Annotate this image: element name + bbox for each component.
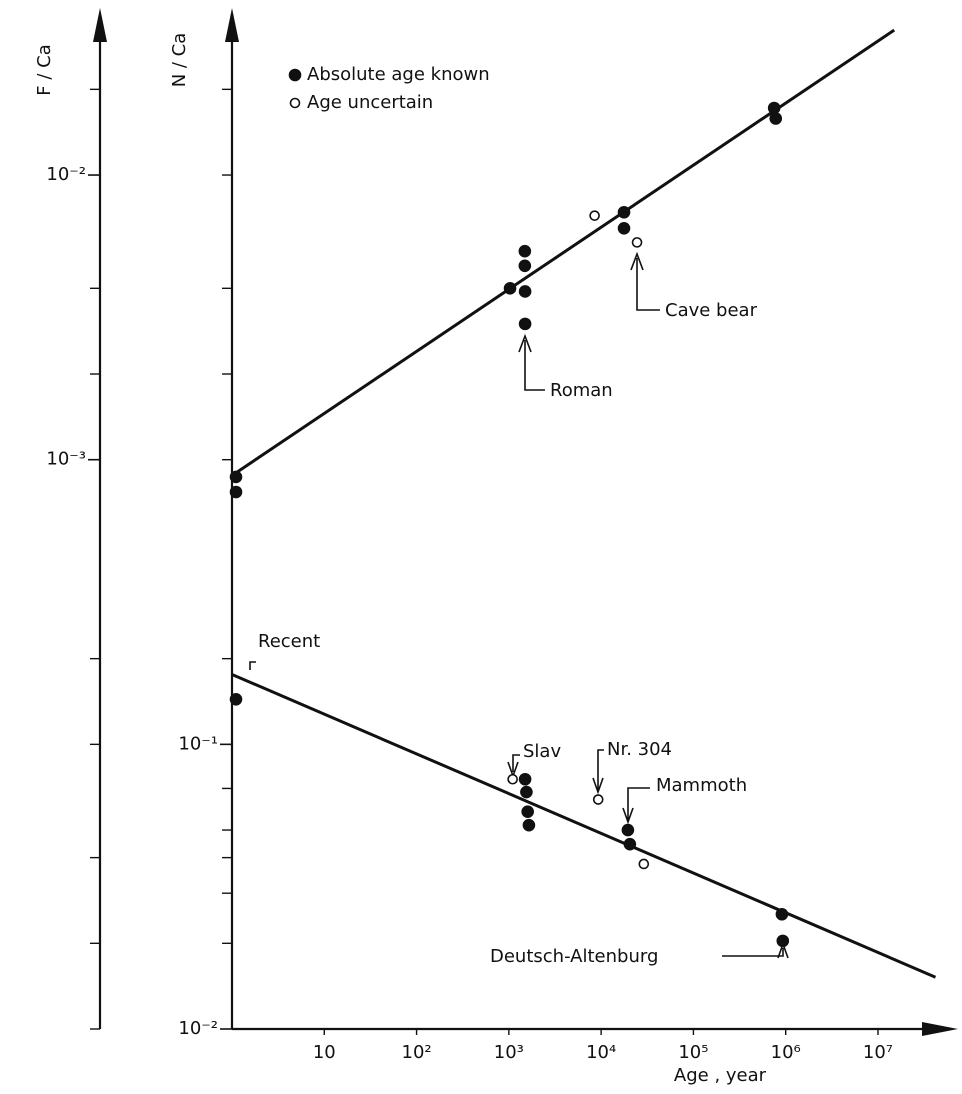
y2-axis-label: F / Ca: [34, 44, 55, 95]
data-point: [638, 858, 650, 870]
data-point: [776, 934, 790, 948]
data-point: [623, 837, 637, 851]
annotation: Cave bear: [665, 300, 758, 321]
data-point: [522, 818, 536, 832]
x-tick-label: 10²: [402, 1042, 432, 1063]
data-point: [518, 244, 532, 258]
data-point: [589, 210, 600, 221]
data-point: [521, 805, 534, 818]
data-point: [518, 772, 532, 786]
data-point: [229, 692, 243, 706]
data-point: [503, 282, 517, 295]
data-point: [621, 823, 635, 837]
legend-label: Age uncertain: [307, 92, 433, 113]
y-tick-label: 10⁻³: [46, 449, 86, 470]
data-point: [229, 470, 243, 484]
data-point: [767, 101, 781, 115]
y-tick-label: 10⁻²: [46, 164, 86, 185]
annotation: Nr. 304: [607, 739, 672, 760]
x-axis-arrow: [922, 1022, 958, 1036]
x-axis-label: Age , year: [674, 1065, 767, 1086]
legend-label: Absolute age known: [307, 64, 490, 85]
x-tick-label: 10⁵: [678, 1042, 708, 1063]
data-point: [520, 785, 533, 799]
annotation: Mammoth: [656, 775, 747, 796]
annotation: Slav: [523, 741, 561, 762]
data-point: [229, 485, 243, 499]
data-point: [617, 205, 631, 219]
y-axis-label: N / Ca: [169, 33, 190, 88]
x-tick-label: 10⁴: [586, 1042, 616, 1063]
annotation: Roman: [550, 380, 613, 401]
annotation: Recent: [258, 631, 320, 652]
x-tick-label: 10⁷: [863, 1042, 893, 1063]
y-axis-arrow: [225, 8, 239, 42]
data-point: [518, 317, 532, 331]
legend-marker: [288, 68, 302, 82]
y-tick-label: 10⁻¹: [178, 733, 218, 754]
data-point: [518, 259, 532, 273]
x-tick-label: 10³: [494, 1042, 524, 1063]
y-tick-label: 10⁻²: [178, 1018, 218, 1039]
data-point: [769, 112, 783, 125]
y2-axis-arrow: [93, 8, 107, 42]
data-point: [617, 221, 631, 235]
fit-line: [231, 673, 937, 979]
fit-line: [231, 28, 896, 477]
legend-marker: [289, 97, 301, 109]
leader-line: [518, 251, 660, 391]
leader-line: [249, 661, 789, 959]
x-tick-label: 10: [313, 1042, 336, 1063]
annotation: Deutsch-Altenburg: [490, 946, 658, 967]
data-point: [775, 907, 789, 921]
data-point: [518, 285, 532, 298]
data-point: [631, 237, 643, 248]
data-point: [592, 794, 604, 805]
data-point: [507, 773, 518, 785]
x-tick-label: 10⁶: [771, 1042, 801, 1063]
